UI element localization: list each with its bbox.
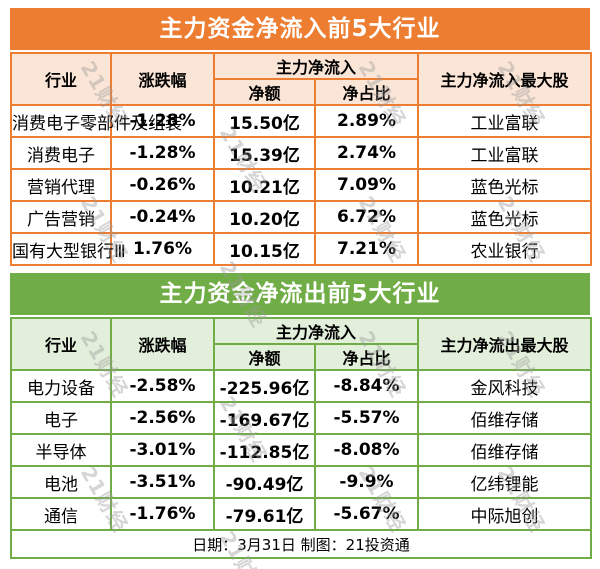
net-ratio-cell: -8.84% xyxy=(313,369,420,403)
net-ratio-cell: 2.89% xyxy=(313,104,420,138)
outflow-header-row-1: 行业 涨跌幅 主力净流入 主力净流出最大股 xyxy=(10,317,593,371)
change-cell: -0.26% xyxy=(110,168,215,202)
table-row: 半导体 -3.01% -112.85亿 -8.08% 佰维存储 xyxy=(10,433,593,467)
change-cell: -3.51% xyxy=(110,465,215,499)
net-ratio-cell: 6.72% xyxy=(313,200,420,234)
outflow-col-industry: 行业 xyxy=(10,317,112,371)
net-amount-cell: 15.39亿 xyxy=(213,136,316,170)
top-stock-cell: 金风科技 xyxy=(417,369,593,403)
inflow-col-net-amount: 净额 xyxy=(213,78,316,106)
net-amount-cell: 10.15亿 xyxy=(213,232,316,266)
net-amount-cell: -79.61亿 xyxy=(213,497,316,531)
inflow-header-row-1: 行业 涨跌幅 主力净流入 主力净流入最大股 xyxy=(10,52,593,106)
inflow-col-flow-group: 主力净流入 xyxy=(212,52,420,80)
change-cell: 1.76% xyxy=(110,232,215,266)
industry-cell: 营销代理 xyxy=(10,168,112,202)
table-row: 电池 -3.51% -90.49亿 -9.9% 亿纬锂能 xyxy=(10,465,593,499)
industry-cell: 广告营销 xyxy=(10,200,112,234)
inflow-col-top-stock: 主力净流入最大股 xyxy=(417,52,593,106)
net-ratio-cell: 7.21% xyxy=(313,232,420,266)
table-row: 电力设备 -2.58% -225.96亿 -8.84% 金风科技 xyxy=(10,369,593,403)
change-cell: -2.58% xyxy=(110,369,215,403)
table-row: 消费电子零部件及组装 -1.28% 15.50亿 2.89% 工业富联 xyxy=(10,104,593,138)
top-stock-cell: 蓝色光标 xyxy=(417,168,593,202)
footer-row: 日期：3月31日 制图：21投资通 xyxy=(9,529,593,559)
net-amount-cell: -169.67亿 xyxy=(213,401,316,435)
inflow-header-row-2: 净额 净占比 xyxy=(11,78,591,106)
outflow-header-row-2: 净额 净占比 xyxy=(11,343,591,371)
net-amount-cell: -112.85亿 xyxy=(213,433,316,467)
net-amount-cell: 10.20亿 xyxy=(213,200,316,234)
net-amount-cell: -225.96亿 xyxy=(213,369,316,403)
industry-cell: 电子 xyxy=(10,401,112,435)
industry-cell: 通信 xyxy=(10,497,112,531)
change-cell: -0.24% xyxy=(110,200,215,234)
inflow-table: 行业 涨跌幅 主力净流入 主力净流入最大股 净额 净占比 消费电子零部件及组装 … xyxy=(10,52,593,266)
outflow-section: 主力资金净流出前5大行业 行业 涨跌幅 主力净流入 主力净流出最大股 净额 净占… xyxy=(9,273,593,559)
net-amount-cell: -90.49亿 xyxy=(213,465,316,499)
industry-cell: 电池 xyxy=(10,465,112,499)
net-amount-cell: 10.21亿 xyxy=(213,168,316,202)
change-cell: -1.76% xyxy=(110,497,215,531)
table-row: 消费电子 -1.28% 15.39亿 2.74% 工业富联 xyxy=(10,136,593,170)
outflow-col-top-stock: 主力净流出最大股 xyxy=(417,317,593,371)
net-ratio-cell: -8.08% xyxy=(313,433,420,467)
change-cell: -2.56% xyxy=(110,401,215,435)
industry-cell: 消费电子 xyxy=(10,136,112,170)
table-row: 广告营销 -0.24% 10.20亿 6.72% 蓝色光标 xyxy=(10,200,593,234)
top-stock-cell: 农业银行 xyxy=(417,232,593,266)
net-ratio-cell: -5.67% xyxy=(313,497,420,531)
top-stock-cell: 佰维存储 xyxy=(417,401,593,435)
outflow-col-net-amount: 净额 xyxy=(213,343,316,371)
top-stock-cell: 亿纬锂能 xyxy=(417,465,593,499)
table-row: 国有大型银行Ⅲ 1.76% 10.15亿 7.21% 农业银行 xyxy=(10,232,593,266)
change-cell: -3.01% xyxy=(110,433,215,467)
outflow-table: 行业 涨跌幅 主力净流入 主力净流出最大股 净额 净占比 电力设备 -2.58%… xyxy=(9,317,593,559)
top-stock-cell: 中际旭创 xyxy=(417,497,593,531)
table-row: 电子 -2.56% -169.67亿 -5.57% 佰维存储 xyxy=(10,401,593,435)
net-ratio-cell: 7.09% xyxy=(313,168,420,202)
inflow-col-change: 涨跌幅 xyxy=(110,52,215,106)
outflow-col-net-ratio: 净占比 xyxy=(313,343,420,371)
top-stock-cell: 蓝色光标 xyxy=(417,200,593,234)
net-ratio-cell: -9.9% xyxy=(313,465,420,499)
inflow-col-industry: 行业 xyxy=(10,52,112,106)
inflow-section: 主力资金净流入前5大行业 行业 涨跌幅 主力净流入 主力净流入最大股 净额 净占… xyxy=(10,8,593,266)
table-row: 通信 -1.76% -79.61亿 -5.67% 中际旭创 xyxy=(10,497,593,531)
inflow-title: 主力资金净流入前5大行业 xyxy=(10,8,590,50)
net-ratio-cell: -5.57% xyxy=(313,401,420,435)
industry-cell: 半导体 xyxy=(10,433,112,467)
industry-cell: 电力设备 xyxy=(10,369,112,403)
net-amount-cell: 15.50亿 xyxy=(213,104,316,138)
top-stock-cell: 工业富联 xyxy=(417,136,593,170)
date-credit-note: 日期：3月31日 制图：21投资通 xyxy=(9,529,593,559)
outflow-col-change: 涨跌幅 xyxy=(110,317,215,371)
industry-cell: 消费电子零部件及组装 xyxy=(10,104,182,138)
outflow-title: 主力资金净流出前5大行业 xyxy=(10,273,590,315)
net-ratio-cell: 2.74% xyxy=(313,136,420,170)
inflow-col-net-ratio: 净占比 xyxy=(313,78,420,106)
top-stock-cell: 工业富联 xyxy=(417,104,593,138)
outflow-col-flow-group: 主力净流入 xyxy=(212,317,420,345)
change-cell: -1.28% xyxy=(110,104,215,138)
top-stock-cell: 佰维存储 xyxy=(417,433,593,467)
industry-cell: 国有大型银行Ⅲ xyxy=(10,232,126,266)
table-row: 营销代理 -0.26% 10.21亿 7.09% 蓝色光标 xyxy=(10,168,593,202)
change-cell: -1.28% xyxy=(110,136,215,170)
